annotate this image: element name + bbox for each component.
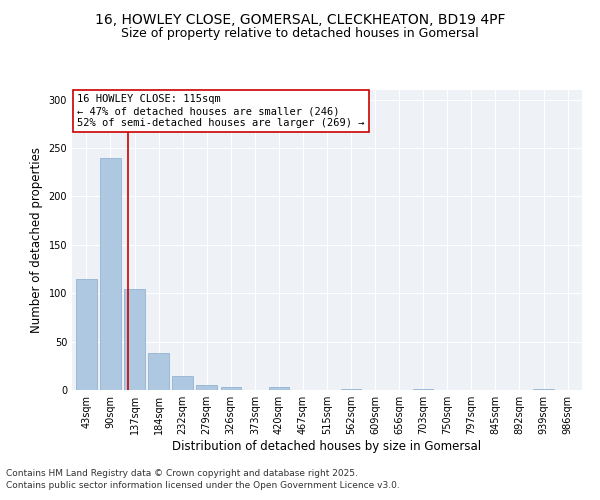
- Bar: [221, 387, 241, 390]
- Bar: [196, 385, 217, 390]
- Bar: [413, 389, 433, 390]
- Bar: [172, 376, 193, 390]
- Text: Contains HM Land Registry data © Crown copyright and database right 2025.: Contains HM Land Registry data © Crown c…: [6, 468, 358, 477]
- Text: 16 HOWLEY CLOSE: 115sqm
← 47% of detached houses are smaller (246)
52% of semi-d: 16 HOWLEY CLOSE: 115sqm ← 47% of detache…: [77, 94, 365, 128]
- Bar: [269, 387, 289, 390]
- Bar: [100, 158, 121, 390]
- Y-axis label: Number of detached properties: Number of detached properties: [30, 147, 43, 333]
- Text: 16, HOWLEY CLOSE, GOMERSAL, CLECKHEATON, BD19 4PF: 16, HOWLEY CLOSE, GOMERSAL, CLECKHEATON,…: [95, 12, 505, 26]
- Text: Contains public sector information licensed under the Open Government Licence v3: Contains public sector information licen…: [6, 481, 400, 490]
- Bar: [148, 353, 169, 390]
- Bar: [533, 389, 554, 390]
- Bar: [76, 278, 97, 390]
- X-axis label: Distribution of detached houses by size in Gomersal: Distribution of detached houses by size …: [172, 440, 482, 453]
- Text: Size of property relative to detached houses in Gomersal: Size of property relative to detached ho…: [121, 28, 479, 40]
- Bar: [341, 389, 361, 390]
- Bar: [124, 290, 145, 390]
